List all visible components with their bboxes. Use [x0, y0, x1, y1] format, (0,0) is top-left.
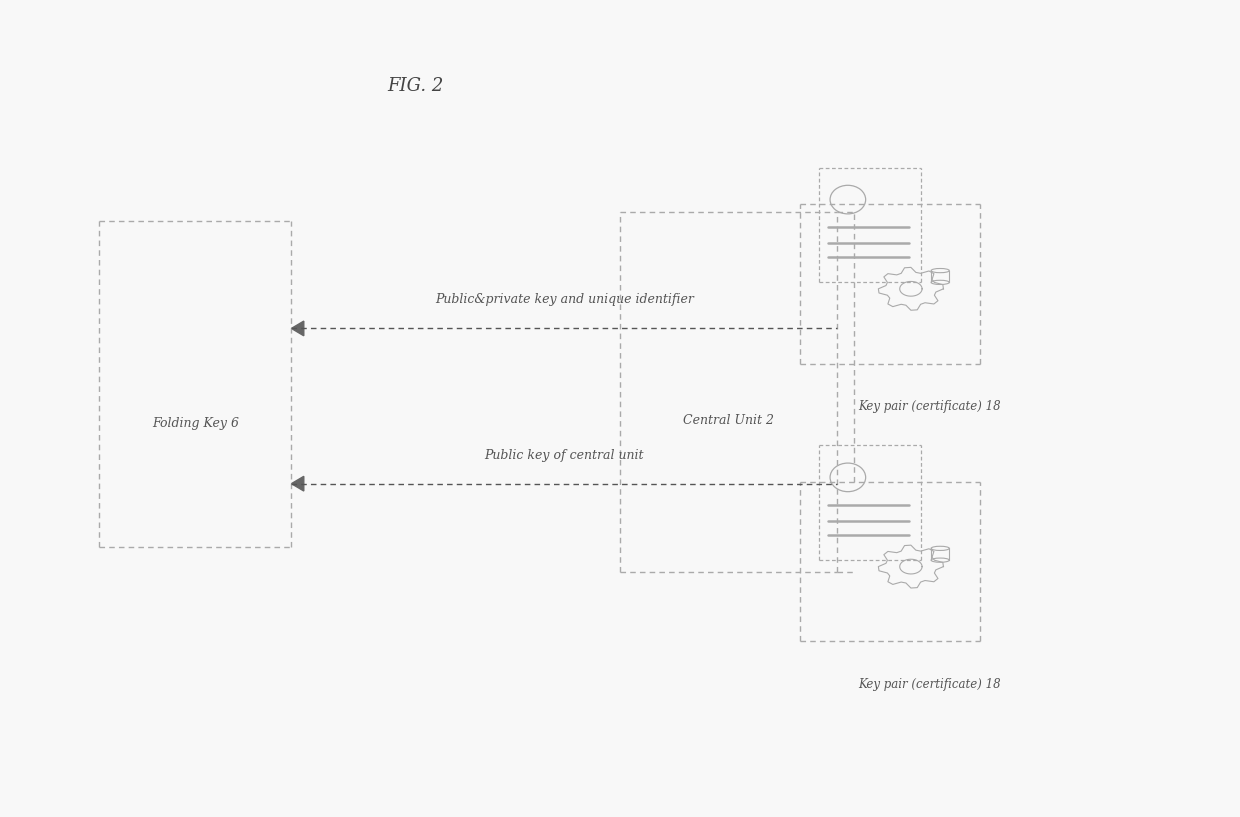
- Text: Folding Key 6: Folding Key 6: [151, 417, 239, 430]
- Text: Key pair (certificate) 18: Key pair (certificate) 18: [858, 400, 1001, 413]
- Text: FIG. 2: FIG. 2: [387, 77, 444, 95]
- Text: Key pair (certificate) 18: Key pair (certificate) 18: [858, 678, 1001, 691]
- Polygon shape: [291, 476, 304, 491]
- Text: Central Unit 2: Central Unit 2: [683, 414, 774, 427]
- Text: Public&private key and unique identifier: Public&private key and unique identifier: [435, 293, 693, 306]
- Text: Public key of central unit: Public key of central unit: [485, 449, 644, 462]
- Polygon shape: [291, 321, 304, 336]
